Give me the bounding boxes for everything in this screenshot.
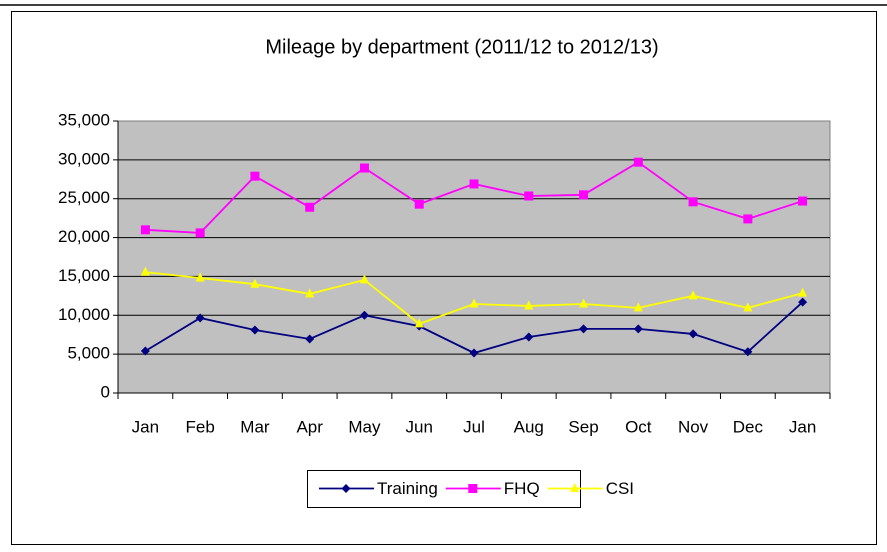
x-tick-label: Nov xyxy=(678,417,709,436)
data-point xyxy=(195,313,205,323)
data-point xyxy=(250,325,260,335)
data-point xyxy=(195,228,205,238)
legend-label: CSI xyxy=(606,479,634,498)
data-point xyxy=(140,225,150,235)
data-point xyxy=(305,334,315,344)
data-point xyxy=(633,157,643,167)
data-point xyxy=(579,190,589,200)
data-point xyxy=(743,347,753,357)
y-tick-label: 35,000 xyxy=(58,110,110,129)
x-tick-label: Apr xyxy=(296,417,323,436)
data-point xyxy=(305,202,315,212)
data-point xyxy=(359,163,369,173)
data-point xyxy=(250,171,260,181)
y-tick-label: 10,000 xyxy=(58,305,110,324)
plot-area xyxy=(117,120,831,394)
data-point xyxy=(688,197,698,207)
x-tick-label: Sep xyxy=(568,417,598,436)
data-point xyxy=(140,266,150,276)
x-tick-label: Jun xyxy=(406,417,433,436)
data-point xyxy=(469,348,479,358)
data-point xyxy=(743,214,753,224)
data-point xyxy=(633,302,643,312)
x-tick-label: May xyxy=(348,417,381,436)
chart-title: Mileage by department (2011/12 to 2012/1… xyxy=(265,36,658,58)
data-point xyxy=(414,199,424,209)
data-point xyxy=(579,298,589,308)
legend-marker xyxy=(468,484,478,493)
data-point xyxy=(524,332,534,342)
y-tick-label: 5,000 xyxy=(67,344,110,363)
x-tick-label: Feb xyxy=(186,417,215,436)
legend-marker xyxy=(341,484,351,493)
data-point xyxy=(524,300,534,310)
data-point xyxy=(250,278,260,288)
data-point xyxy=(688,290,698,300)
y-tick-label: 15,000 xyxy=(58,266,110,285)
data-point xyxy=(579,324,589,334)
data-point xyxy=(798,297,808,307)
data-point xyxy=(305,288,315,298)
data-point xyxy=(688,329,698,339)
y-tick-label: 25,000 xyxy=(58,188,110,207)
data-point xyxy=(524,191,534,201)
x-tick-label: Oct xyxy=(625,417,652,436)
x-tick-label: Mar xyxy=(240,417,270,436)
legend-marker xyxy=(570,483,580,492)
data-point xyxy=(469,298,479,308)
legend-label: FHQ xyxy=(504,479,540,498)
x-tick-label: Jul xyxy=(463,417,485,436)
y-tick-label: 20,000 xyxy=(58,227,110,246)
data-point xyxy=(743,302,753,312)
data-point xyxy=(469,179,479,189)
x-tick-label: Dec xyxy=(733,417,764,436)
x-tick-label: Jan xyxy=(789,417,816,436)
data-point xyxy=(359,274,369,284)
y-tick-label: 0 xyxy=(101,382,110,401)
data-point xyxy=(798,287,808,297)
x-tick-label: Jan xyxy=(132,417,159,436)
y-tick-label: 30,000 xyxy=(58,149,110,168)
data-point xyxy=(140,346,150,356)
data-point xyxy=(798,196,808,206)
data-point xyxy=(359,310,369,320)
legend-label: Training xyxy=(377,479,438,498)
data-point xyxy=(633,324,643,334)
data-point xyxy=(414,318,424,328)
x-tick-label: Aug xyxy=(514,417,544,436)
data-point xyxy=(195,272,205,282)
